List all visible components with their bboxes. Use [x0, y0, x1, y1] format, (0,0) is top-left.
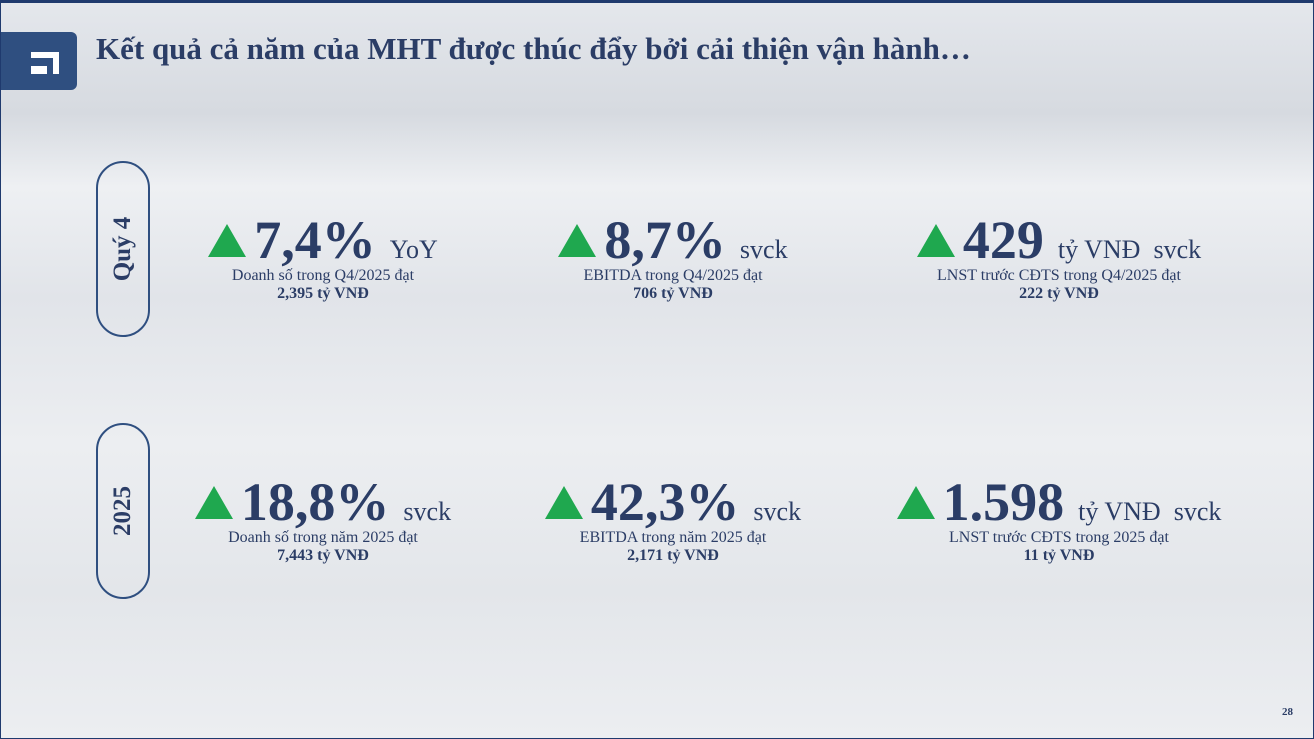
metric: 42,3% svck EBITDA trong năm 2025 đạt 2,171 …	[473, 471, 873, 565]
metric-unit: YoY	[389, 235, 438, 264]
page-number: 28	[1282, 706, 1293, 718]
metric: 7,4% YoY Doanh số trong Q4/2025 đạt 2,395 t…	[123, 209, 523, 303]
metric-description: EBITDA trong năm 2025 đạt	[579, 529, 767, 546]
metric: 1.598 tỷ VNĐ svck LNST trước CĐTS trong 20…	[859, 471, 1259, 565]
metric-headline: 18,8% svck	[123, 471, 523, 533]
up-arrow	[916, 223, 955, 257]
metric-description: Doanh số trong Q4/2025 đạt	[231, 267, 415, 284]
metric-unit: svck	[739, 235, 788, 264]
metric: 18,8% svck Doanh số trong năm 2025 đạt 7,44…	[123, 471, 523, 565]
up-arrow	[896, 485, 935, 519]
logo-icon	[31, 52, 59, 74]
metric-value: 8,7%	[604, 210, 726, 270]
metric-value: 18,8%	[240, 472, 390, 532]
metric-description: LNST trước CĐTS trong Q4/2025 đạt	[937, 267, 1181, 284]
metric-unit: svck	[403, 497, 452, 526]
metric-value: 429	[962, 210, 1044, 270]
up-arrow	[194, 485, 233, 519]
metric-unit: tỷ VNĐ svck	[1057, 235, 1202, 264]
metric-headline: 8,7% svck	[473, 209, 873, 271]
metric-value: 7,4%	[254, 210, 376, 270]
metric-description: LNST trước CĐTS trong 2025 đạt	[949, 529, 1169, 546]
up-arrow	[208, 223, 247, 257]
logo	[1, 32, 77, 90]
metric-amount: 7,443 tỷ VNĐ	[277, 547, 369, 564]
metric-headline: 7,4% YoY	[123, 209, 523, 271]
metric-description: Doanh số trong năm 2025 đạt	[228, 529, 418, 546]
metric: 8,7% svck EBITDA trong Q4/2025 đạt 706 tỷ V…	[473, 209, 873, 303]
up-arrow	[558, 223, 597, 257]
metric-value: 1.598	[942, 472, 1065, 532]
row-label-pill: Quý 4	[96, 161, 150, 337]
metric-value: 42,3%	[590, 472, 740, 532]
metric-amount: 2,171 tỷ VNĐ	[627, 547, 719, 564]
metric: 429 tỷ VNĐ svck LNST trước CĐTS trong Q4/2…	[859, 209, 1259, 303]
metric-unit: svck	[753, 497, 802, 526]
up-arrow	[544, 485, 583, 519]
metric-amount: 2,395 tỷ VNĐ	[277, 285, 369, 302]
metric-amount: 222 tỷ VNĐ	[1019, 285, 1099, 302]
metric-headline: 1.598 tỷ VNĐ svck	[859, 471, 1259, 533]
metric-description: EBITDA trong Q4/2025 đạt	[583, 267, 763, 284]
metric-amount: 706 tỷ VNĐ	[633, 285, 713, 302]
metric-headline: 429 tỷ VNĐ svck	[859, 209, 1259, 271]
metric-amount: 11 tỷ VNĐ	[1023, 547, 1095, 564]
metric-headline: 42,3% svck	[473, 471, 873, 533]
row-label-pill: 2025	[96, 423, 150, 599]
metric-unit: tỷ VNĐ svck	[1078, 497, 1222, 526]
slide-title: Kết quả cả năm của MHT được thúc đẩy bởi…	[96, 31, 971, 66]
